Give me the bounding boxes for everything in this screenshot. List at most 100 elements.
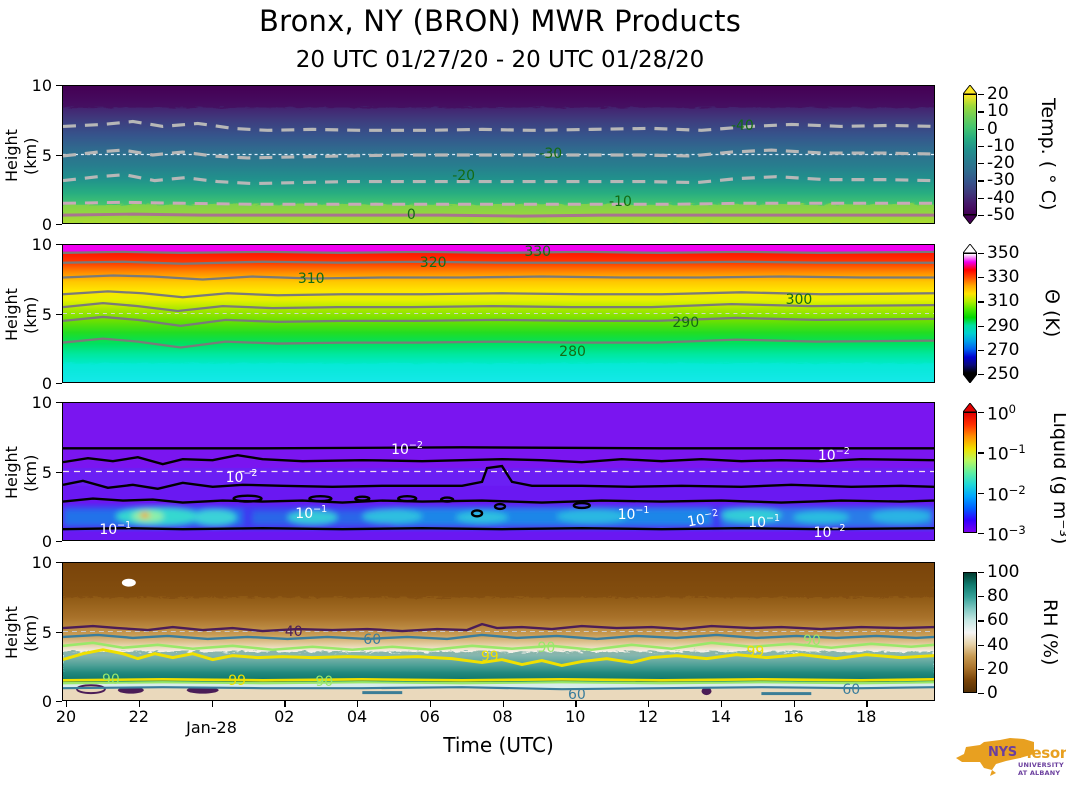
x-tick-mark xyxy=(575,701,577,707)
contour-label: 280 xyxy=(559,343,586,360)
contour-label: 10−1 xyxy=(295,503,328,522)
x-tick-label: 12 xyxy=(637,707,659,726)
colorbar-tick-label: -30 xyxy=(987,170,1015,191)
colorbar-tick-label: 350 xyxy=(987,243,1020,263)
colorbar-tick-mark xyxy=(978,301,984,303)
y-tick-label: 5 xyxy=(41,304,52,324)
y-tick-label: 10 xyxy=(31,76,52,95)
colorbar-tick-mark xyxy=(978,163,984,165)
colorbar-gradient xyxy=(963,94,977,215)
colorbar-title: Temp. ( ° C) xyxy=(1037,98,1059,211)
x-tick-label: 04 xyxy=(346,707,368,726)
y-tick-mark xyxy=(56,701,62,703)
colorbar-tick-label: 10−3 xyxy=(987,523,1026,546)
colorbar-tick-label: 20 xyxy=(987,84,1009,104)
contour-label: 10−1 xyxy=(99,520,132,538)
colorbar-temperature[interactable]: Temp. ( ° C) xyxy=(963,85,1059,224)
contour-label: -20 xyxy=(452,167,476,184)
contour-label: 320 xyxy=(419,254,447,271)
contour-label: -40 xyxy=(730,118,754,135)
x-tick-mark xyxy=(284,701,286,707)
colorbar-arrow-up xyxy=(963,403,977,412)
page-title: Bronx, NY (BRON) MWR Products xyxy=(258,4,742,38)
contour-label: 10−2 xyxy=(225,468,258,486)
page-subtitle: 20 UTC 01/27/20 - 20 UTC 01/28/20 xyxy=(295,47,705,73)
y-tick-mark xyxy=(56,562,62,564)
x-tick-mark xyxy=(720,701,723,707)
colorbar-gradient xyxy=(963,253,977,374)
y-tick-label: 5 xyxy=(41,145,52,165)
y-tick-mark xyxy=(56,224,62,226)
colorbar-arrow-down xyxy=(963,374,977,383)
y-tick-label: 5 xyxy=(41,462,52,482)
colorbar-tick-label: -40 xyxy=(987,187,1015,208)
x-tick-label: 10 xyxy=(565,707,586,726)
colorbar-tick-label: 10 xyxy=(987,101,1009,122)
y-tick-label: 0 xyxy=(41,215,52,234)
colorbar-tick-label: 100 xyxy=(987,562,1020,582)
y-tick-label: 10 xyxy=(31,235,52,254)
colorbar-tick-label: 0 xyxy=(987,118,998,139)
contour-label: 99 xyxy=(228,672,247,689)
colorbar-tick-label: 20 xyxy=(987,658,1009,679)
contour-label: 90 xyxy=(101,672,120,689)
x-tick-mark xyxy=(502,701,504,707)
contour-label: 310 xyxy=(297,271,325,288)
colorbar-theta[interactable]: Θ (K) xyxy=(963,244,1063,383)
contour-label: 60 xyxy=(363,632,382,649)
temperature-field xyxy=(63,86,934,223)
colorbar-tick-mark xyxy=(978,533,984,535)
colorbar-tick-mark xyxy=(978,492,984,494)
colorbar-title: Liquid (g m⁻³) xyxy=(1049,412,1066,545)
logo-university-text: UNIVERSITY AT ALBANY xyxy=(1018,761,1064,777)
contour-label: 0 xyxy=(406,207,416,224)
x-axis-date-label: Jan-28 xyxy=(186,718,237,737)
colorbar-tick-label: 10−1 xyxy=(987,442,1026,465)
y-tick-label: 5 xyxy=(41,622,52,642)
contour-label: 290 xyxy=(672,315,700,332)
colorbar-tick-label: -50 xyxy=(987,205,1015,225)
panel-rh: 40 60 90 99 99 90 90 99 90 60 60 xyxy=(62,562,935,701)
contour-label: 10−1 xyxy=(748,512,781,531)
colorbar-tick-mark xyxy=(978,111,984,113)
x-tick-mark xyxy=(793,701,795,707)
contour-label: 60 xyxy=(842,682,861,699)
colorbar-arrow-up xyxy=(963,244,977,253)
y-tick-mark xyxy=(56,313,62,315)
colorbar-rh[interactable]: RH (%) xyxy=(963,572,1061,693)
y-tick-mark xyxy=(56,471,62,473)
colorbar-tick-mark xyxy=(978,620,984,622)
colorbar-tick-mark xyxy=(978,693,984,695)
x-tick-label: 14 xyxy=(710,707,731,726)
y-tick-label: 0 xyxy=(41,532,52,551)
y-tick-label: 0 xyxy=(41,692,52,711)
x-tick-label: 08 xyxy=(492,707,513,726)
x-tick-mark xyxy=(211,701,213,707)
contour-label: 99 xyxy=(480,648,499,665)
colorbar-tick-label: 40 xyxy=(987,634,1009,655)
contour-label: 90 xyxy=(537,639,556,656)
colorbar-gradient xyxy=(963,412,977,533)
nys-mesonet-logo[interactable]: NYS Mesonet UNIVERSITY AT ALBANY xyxy=(950,736,1066,782)
contour-label: 330 xyxy=(524,244,552,260)
colorbar-title: RH (%) xyxy=(1039,599,1061,666)
x-axis-label: Time (UTC) xyxy=(443,733,554,757)
colorbar-title: Θ (K) xyxy=(1041,289,1063,338)
colorbar-tick-label: 310 xyxy=(987,291,1020,312)
y-tick-mark xyxy=(56,383,62,385)
x-tick-label: 20 xyxy=(55,707,77,726)
contour-label: 40 xyxy=(284,623,303,640)
colorbar-tick-mark xyxy=(978,644,984,646)
colorbar-tick-mark xyxy=(978,94,984,96)
colorbar-tick-label: 100 xyxy=(987,402,1016,425)
colorbar-tick-mark xyxy=(978,128,984,130)
colorbar-tick-mark xyxy=(978,197,984,199)
logo-mesonet-text: Mesonet xyxy=(1017,744,1066,762)
colorbar-tick-label: -20 xyxy=(987,153,1015,174)
colorbar-tick-mark xyxy=(978,325,984,327)
colorbar-tick-label: 290 xyxy=(987,315,1020,336)
y-tick-mark xyxy=(56,402,62,404)
colorbar-liquid[interactable]: Liquid (g m⁻³) xyxy=(963,403,1066,544)
panel-theta: 330 320 310 300 290 280 xyxy=(62,244,935,383)
colorbar-tick-mark xyxy=(978,349,984,352)
